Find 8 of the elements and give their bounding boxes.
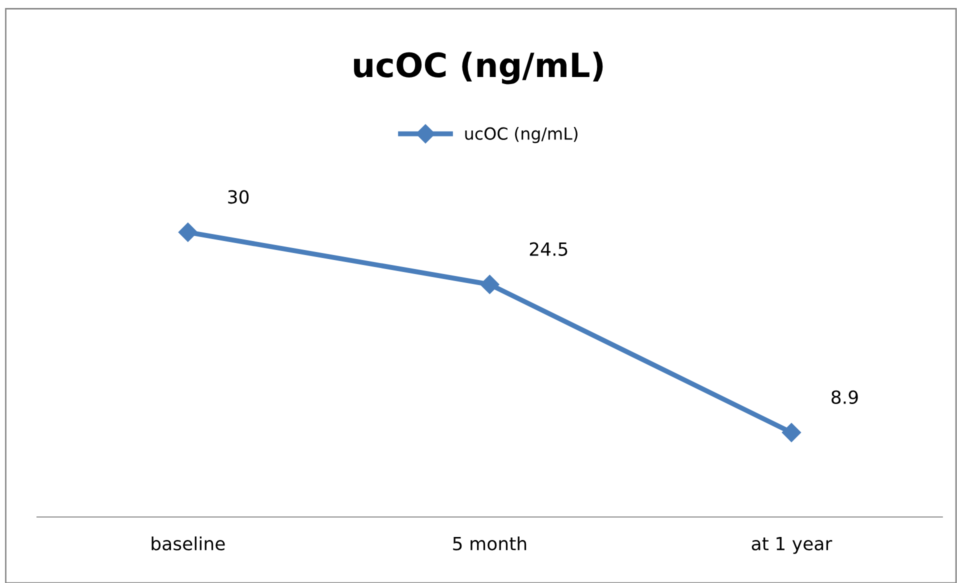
data-label: 8.9 xyxy=(832,390,858,404)
data-label: 24.5 xyxy=(530,242,568,256)
data-label: 30 xyxy=(228,190,249,204)
x-tick-label: at 1 year xyxy=(752,537,832,554)
x-tick-label: 5 month xyxy=(453,536,526,550)
legend-label: ucOC (ng/mL) xyxy=(465,127,578,144)
x-tick-label: baseline xyxy=(152,536,225,550)
chart-title: ucOC (ng/mL) xyxy=(354,52,603,84)
